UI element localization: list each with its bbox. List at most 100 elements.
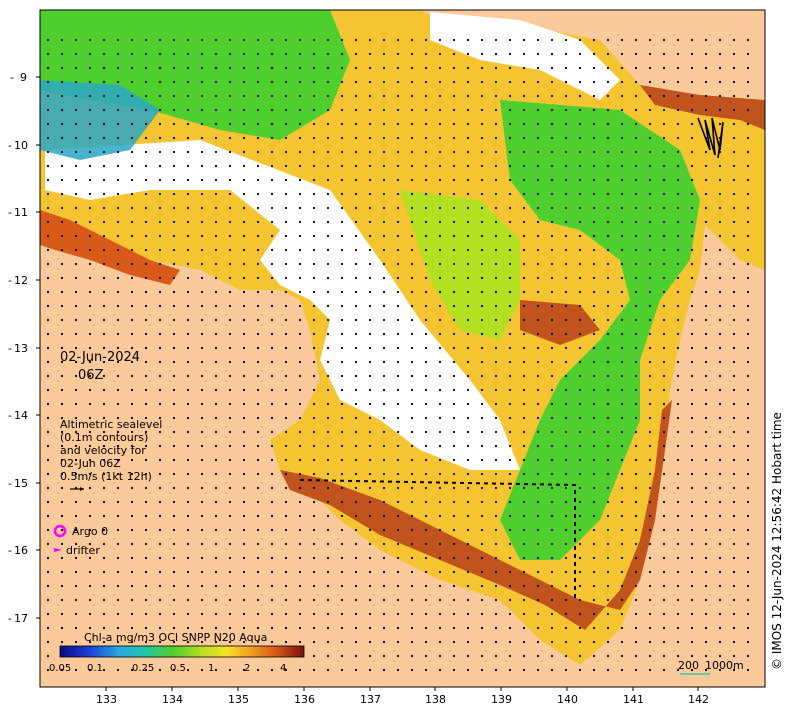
velocity-arrow	[326, 332, 330, 336]
velocity-arrow	[200, 304, 204, 308]
velocity-arrow	[46, 388, 50, 392]
velocity-arrow	[746, 388, 750, 392]
velocity-arrow	[284, 290, 288, 294]
velocity-arrow	[354, 402, 358, 406]
velocity-arrow	[200, 234, 204, 238]
velocity-arrow	[298, 556, 302, 560]
velocity-arrow	[46, 150, 50, 154]
velocity-arrow	[494, 500, 498, 504]
velocity-arrow	[88, 500, 92, 504]
velocity-arrow	[466, 584, 470, 588]
velocity-arrow	[368, 626, 372, 630]
velocity-arrow	[88, 458, 92, 462]
velocity-arrow	[508, 234, 512, 238]
velocity-arrow	[242, 346, 246, 350]
velocity-arrow	[144, 136, 148, 140]
velocity-arrow	[340, 472, 344, 476]
velocity-arrow	[536, 304, 540, 308]
velocity-arrow	[312, 94, 316, 98]
velocity-arrow	[522, 178, 526, 182]
velocity-arrow	[522, 654, 526, 658]
velocity-arrow	[536, 52, 540, 56]
velocity-arrow	[368, 80, 372, 84]
velocity-arrow	[550, 430, 554, 434]
velocity-arrow	[480, 94, 484, 98]
velocity-arrow	[620, 346, 624, 350]
velocity-arrow	[438, 556, 442, 560]
velocity-arrow	[592, 584, 596, 588]
velocity-arrow	[648, 192, 652, 196]
velocity-arrow	[578, 626, 582, 630]
velocity-arrow	[508, 136, 512, 140]
velocity-arrow	[312, 66, 316, 70]
velocity-arrow	[564, 374, 568, 378]
velocity-arrow	[522, 206, 526, 210]
velocity-arrow	[690, 136, 694, 140]
velocity-arrow	[298, 374, 302, 378]
velocity-arrow	[746, 360, 750, 364]
velocity-arrow	[270, 486, 274, 490]
velocity-arrow	[732, 80, 736, 84]
velocity-arrow	[312, 430, 316, 434]
velocity-arrow	[214, 192, 218, 196]
velocity-arrow	[116, 248, 120, 252]
velocity-arrow	[200, 486, 204, 490]
velocity-arrow	[564, 612, 568, 616]
velocity-arrow	[494, 444, 498, 448]
velocity-arrow	[424, 360, 428, 364]
velocity-arrow	[466, 542, 470, 546]
velocity-arrow	[718, 52, 722, 56]
velocity-arrow	[46, 458, 50, 462]
scale-bar: 200 1000m	[678, 659, 744, 675]
velocity-arrow	[270, 52, 274, 56]
velocity-arrow	[494, 654, 498, 658]
velocity-arrow	[242, 360, 246, 364]
velocity-arrow	[312, 374, 316, 378]
lon-tick-label: 138	[425, 693, 446, 706]
velocity-arrow	[634, 668, 638, 672]
velocity-arrow	[116, 346, 120, 350]
velocity-arrow	[648, 374, 652, 378]
svg-text:-: -	[8, 612, 12, 625]
velocity-arrow	[172, 542, 176, 546]
velocity-arrow	[494, 360, 498, 364]
velocity-arrow	[522, 234, 526, 238]
velocity-arrow	[382, 80, 386, 84]
velocity-arrow	[130, 164, 134, 168]
velocity-arrow	[256, 220, 260, 224]
velocity-arrow	[312, 444, 316, 448]
velocity-arrow	[340, 500, 344, 504]
velocity-arrow	[270, 514, 274, 518]
velocity-arrow	[172, 206, 176, 210]
velocity-arrow	[326, 654, 330, 658]
velocity-arrow	[410, 318, 414, 322]
velocity-arrow	[284, 542, 288, 546]
velocity-arrow	[578, 332, 582, 336]
velocity-arrow	[494, 150, 498, 154]
velocity-arrow	[214, 52, 218, 56]
velocity-arrow	[732, 318, 736, 322]
velocity-arrow	[480, 584, 484, 588]
argo-legend-label: Argo 0	[72, 525, 108, 538]
velocity-arrow	[718, 416, 722, 420]
velocity-arrow	[718, 430, 722, 434]
velocity-arrow	[200, 80, 204, 84]
velocity-arrow	[312, 388, 316, 392]
velocity-arrow	[438, 66, 442, 70]
velocity-arrow	[592, 220, 596, 224]
velocity-arrow	[228, 612, 232, 616]
velocity-arrow	[214, 318, 218, 322]
velocity-arrow	[718, 276, 722, 280]
low-chl-band-north	[40, 10, 350, 140]
velocity-arrow	[746, 374, 750, 378]
velocity-arrow	[676, 654, 680, 658]
velocity-arrow	[340, 66, 344, 70]
velocity-arrow	[732, 486, 736, 490]
velocity-arrow	[60, 234, 64, 238]
velocity-arrow	[382, 220, 386, 224]
velocity-arrow	[536, 248, 540, 252]
velocity-arrow	[228, 122, 232, 126]
velocity-arrow	[592, 402, 596, 406]
velocity-arrow	[410, 598, 414, 602]
velocity-arrow	[228, 458, 232, 462]
